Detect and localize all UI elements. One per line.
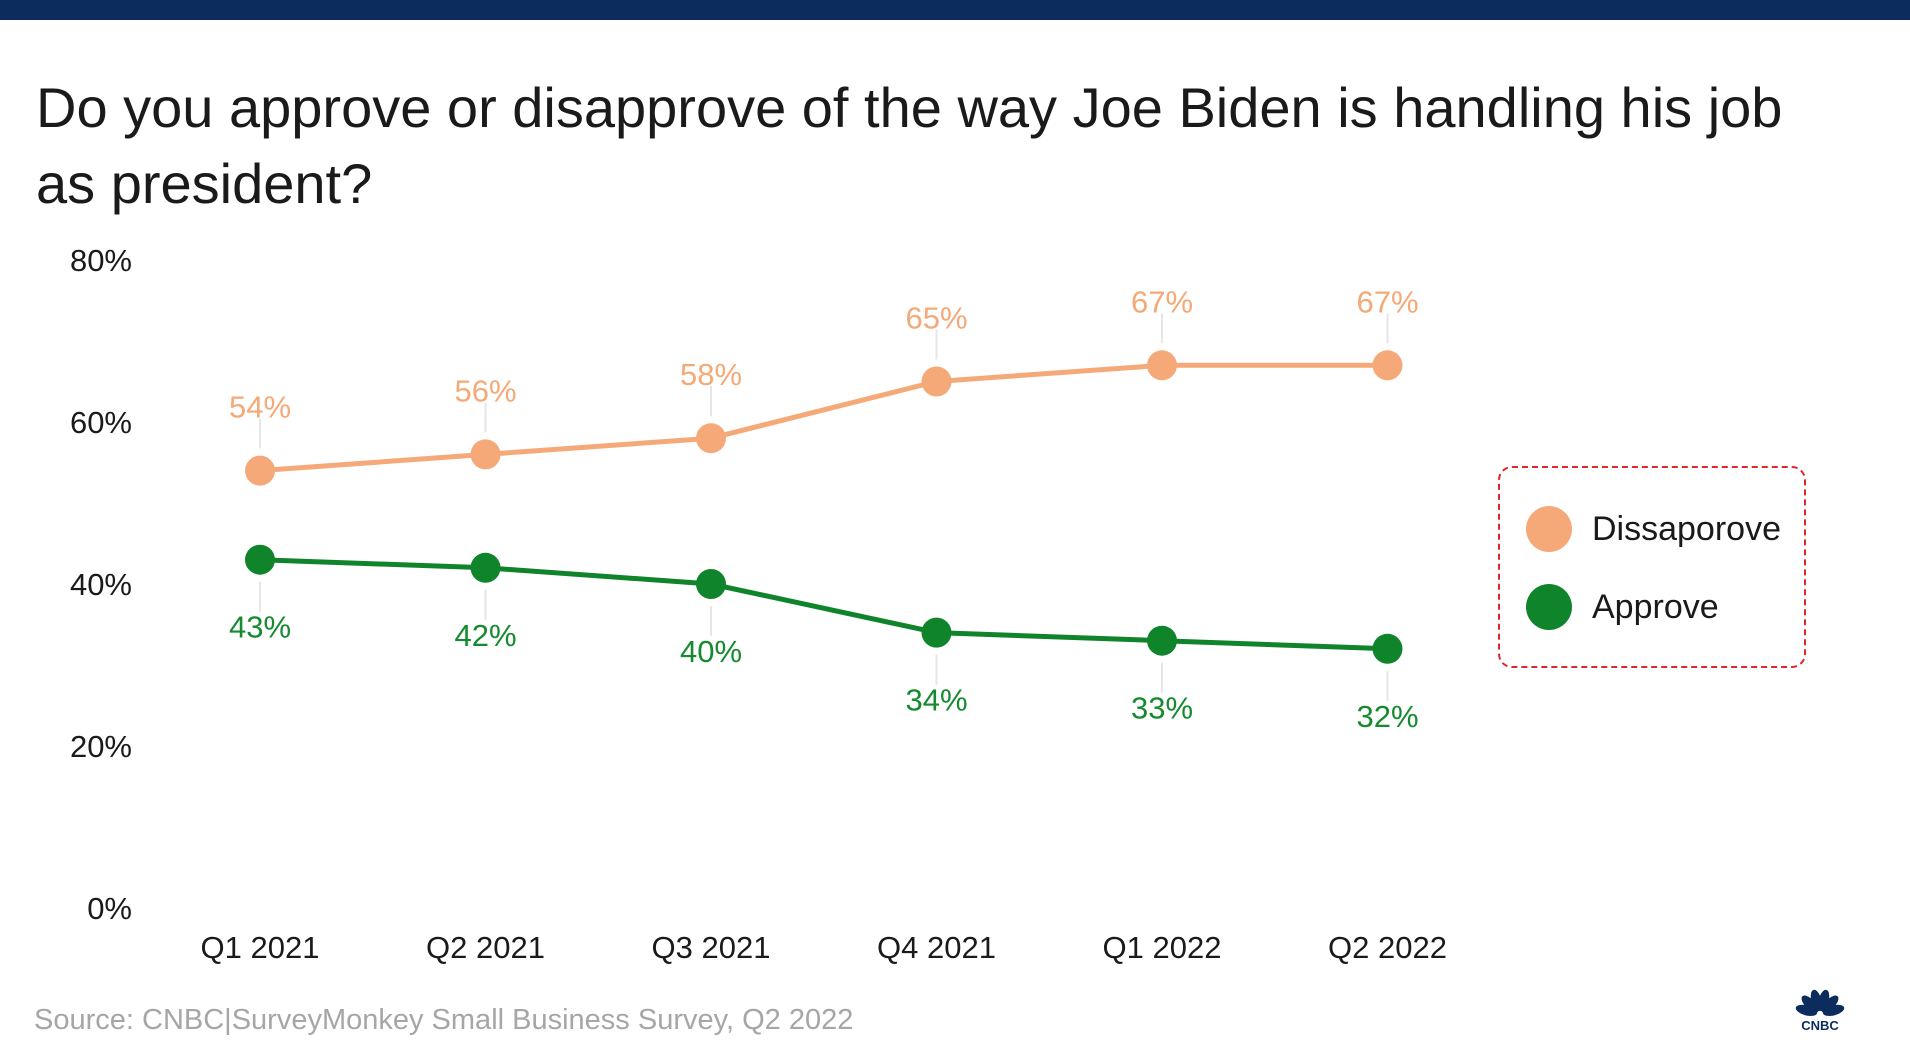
logo-feather [1822,1004,1845,1016]
data-label-approve: 40% [680,634,742,669]
data-point-dissaporove [470,439,501,470]
legend-item-dissaporove: Dissaporove [1526,504,1781,554]
data-point-dissaporove [245,455,275,486]
top-bar [0,0,1910,20]
data-label-dissaporove: 56% [454,373,516,408]
data-label-dissaporove: 58% [680,357,742,392]
data-label-dissaporove: 65% [905,301,967,336]
source-note: Source: CNBC|SurveyMonkey Small Business… [34,1004,854,1036]
cnbc-peacock-icon: CNBC [1795,989,1845,1032]
chart-title: Do you approve or disapprove of the way … [36,76,1783,215]
series-line-approve [257,557,1390,652]
data-point-approve [696,569,726,599]
y-tick-label: 20% [70,729,132,764]
data-label-approve: 43% [229,610,291,645]
series-lines [257,362,1390,652]
data-label-dissaporove: 54% [229,390,291,425]
legend: Dissaporove Approve [1498,466,1806,668]
series-points [245,350,1403,664]
y-axis: 0% 20% 40% 60% 80% [70,243,132,926]
data-point-dissaporove [921,366,952,397]
data-label-approve: 33% [1131,691,1193,726]
x-tick-label: Q1 2022 [1103,930,1222,965]
line-chart: 0% 20% 40% 60% 80% Q1 2021 Q2 2021 Q3 2021 Q4 2… [70,243,1447,965]
x-tick-label: Q2 2021 [426,930,545,965]
data-point-approve [470,552,501,583]
data-point-approve [245,544,275,575]
y-tick-label: 40% [70,567,132,602]
x-tick-label: Q4 2021 [877,930,996,965]
data-point-dissaporove [1147,350,1177,381]
data-labels: 54% 56% 58% 65% 67% 67% 43% 42% 40% 34% 33% 32% [229,284,1419,734]
label-leader-lines [259,313,1389,701]
data-label-approve: 42% [454,618,516,653]
x-tick-label: Q3 2021 [652,930,771,965]
logo-feather [1801,995,1819,1013]
logo-feather [1821,995,1839,1013]
data-point-dissaporove [696,423,726,454]
x-axis: Q1 2021 Q2 2021 Q3 2021 Q4 2021 Q1 2022 Q2 20… [201,930,1447,965]
y-tick-label: 60% [70,405,132,440]
y-tick-label: 0% [87,891,132,926]
data-label-dissaporove: 67% [1356,284,1418,319]
x-tick-label: Q2 2022 [1328,930,1447,965]
logo-text: CNBC [1801,1018,1839,1032]
legend-swatch-dissaporove [1526,506,1572,552]
data-point-approve [1147,625,1177,656]
data-label-dissaporove: 67% [1131,284,1193,319]
y-tick-label: 80% [70,243,132,278]
legend-label-approve: Approve [1592,587,1719,626]
data-label-approve: 34% [905,683,967,718]
legend-swatch-approve [1526,584,1572,630]
x-tick-label: Q1 2021 [201,930,320,965]
legend-label-dissaporove: Dissaporove [1592,509,1781,548]
data-point-approve [921,617,952,648]
data-point-approve [1372,633,1403,664]
data-point-dissaporove [1372,350,1403,381]
legend-item-approve: Approve [1526,582,1719,632]
series-line-dissaporove [257,362,1390,474]
data-label-approve: 32% [1356,699,1418,734]
